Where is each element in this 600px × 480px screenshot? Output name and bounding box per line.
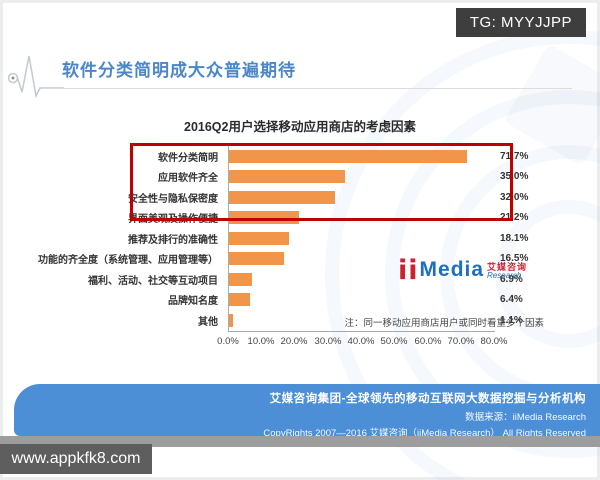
bar bbox=[229, 252, 284, 266]
bar-category-label: 应用软件齐全 bbox=[158, 173, 218, 185]
bar-category-label: 品牌知名度 bbox=[168, 296, 218, 308]
x-tick-label: 80.0% bbox=[480, 336, 508, 347]
bar bbox=[229, 170, 345, 184]
bar-value-label: 1.1% bbox=[500, 314, 523, 326]
bar-category-label: 安全性与隐私保密度 bbox=[128, 193, 218, 205]
bar-category-label: 福利、活动、社交等互动项目 bbox=[88, 275, 218, 287]
chart-note: 注：同一移动应用商店用户或同时看重多个因素 bbox=[344, 318, 544, 329]
bar-category-label: 软件分类简明 bbox=[158, 152, 218, 164]
table-row: 其他 1.1% bbox=[10, 310, 530, 331]
bar-track bbox=[228, 166, 494, 187]
footer-copyright-line: CopyRights 2007—2016 艾媒咨询（iiMedia Resear… bbox=[263, 428, 586, 439]
bar-track bbox=[228, 146, 494, 167]
x-tick-label: 70.0% bbox=[447, 336, 475, 347]
x-tick-label: 30.0% bbox=[314, 336, 342, 347]
table-row: 品牌知名度 6.4% bbox=[10, 289, 530, 310]
site-watermark-badge: www.appkfk8.com bbox=[0, 444, 152, 474]
bar bbox=[229, 211, 300, 225]
bar-chart: 软件分类简明 71.7% 应用软件齐全 35.0% 安全性与隐私保密度 32.0… bbox=[10, 146, 530, 331]
table-row: 福利、活动、社交等互动项目 6.9% bbox=[10, 269, 530, 290]
x-tick-label: 60.0% bbox=[414, 336, 442, 347]
page-title: 软件分类简明成大众普遍期待 bbox=[62, 61, 296, 80]
bar-value-label: 18.1% bbox=[500, 232, 529, 244]
logo-research-text: Research bbox=[487, 271, 522, 280]
bar-category-label: 界面美观及操作便捷 bbox=[128, 214, 218, 226]
table-row: 推荐及排行的准确性 18.1% bbox=[10, 228, 530, 249]
footer-bar: 艾媒咨询集团-全球领先的移动互联网大数据挖掘与分析机构 数据来源：iiMedia… bbox=[14, 384, 600, 439]
bar-value-label: 71.7% bbox=[500, 150, 529, 162]
logo-ii-mark: ii bbox=[398, 255, 419, 287]
bar bbox=[229, 272, 252, 286]
logo-media-text: Media bbox=[419, 258, 485, 281]
x-tick-label: 10.0% bbox=[247, 336, 275, 347]
bottom-strip bbox=[0, 436, 600, 447]
footer-source-line: 数据来源：iiMedia Research bbox=[465, 412, 586, 423]
x-axis-line bbox=[228, 331, 495, 332]
iimedia-logo: ii Media 艾媒咨询 Research bbox=[398, 255, 527, 287]
bar-category-label: 功能的齐全度（系统管理、应用管理等） bbox=[38, 255, 218, 267]
bar bbox=[229, 293, 251, 307]
bar-value-label: 21.2% bbox=[500, 212, 529, 224]
chart-title: 2016Q2用户选择移动应用商店的考虑因素 bbox=[184, 120, 416, 134]
bar-value-label: 6.9% bbox=[500, 273, 523, 285]
bar-value-label: 35.0% bbox=[500, 171, 529, 183]
logo-cn-text: 艾媒咨询 bbox=[487, 262, 528, 272]
bar bbox=[229, 313, 233, 327]
bar bbox=[229, 190, 335, 204]
bar-value-label: 32.0% bbox=[500, 191, 529, 203]
bar-category-label: 其他 bbox=[198, 316, 218, 328]
table-row: 安全性与隐私保密度 32.0% bbox=[10, 187, 530, 208]
bar-track bbox=[228, 187, 494, 208]
bar-value-label: 16.5% bbox=[500, 253, 529, 265]
table-row: 软件分类简明 71.7% bbox=[10, 146, 530, 167]
tg-contact-badge: TG: MYYJJPP bbox=[455, 8, 586, 37]
pulse-line-icon bbox=[7, 55, 64, 99]
x-tick-label: 0.0% bbox=[217, 336, 239, 347]
bar bbox=[229, 231, 289, 245]
bar bbox=[229, 149, 467, 163]
bar-track bbox=[228, 289, 494, 310]
bar-track bbox=[228, 228, 494, 249]
logo-subtext: 艾媒咨询 Research bbox=[487, 263, 527, 282]
bar-category-label: 推荐及排行的准确性 bbox=[128, 234, 218, 246]
title-divider bbox=[42, 88, 572, 89]
bar-track bbox=[228, 248, 494, 269]
x-tick-label: 40.0% bbox=[347, 336, 375, 347]
bar-track bbox=[228, 207, 494, 228]
table-row: 界面美观及操作便捷 21.2% bbox=[10, 207, 530, 228]
bar-value-label: 6.4% bbox=[500, 294, 523, 306]
table-row: 应用软件齐全 35.0% bbox=[10, 166, 530, 187]
footer-org-line: 艾媒咨询集团-全球领先的移动互联网大数据挖掘与分析机构 bbox=[269, 393, 586, 405]
x-tick-label: 20.0% bbox=[280, 336, 308, 347]
bar-track bbox=[228, 269, 494, 290]
bar-track bbox=[228, 310, 494, 331]
x-tick-label: 50.0% bbox=[380, 336, 408, 347]
table-row: 功能的齐全度（系统管理、应用管理等） 16.5% bbox=[10, 248, 530, 269]
x-axis-ticks: 0.0% 10.0% 20.0% 30.0% 40.0% 50.0% 60.0%… bbox=[217, 336, 507, 350]
